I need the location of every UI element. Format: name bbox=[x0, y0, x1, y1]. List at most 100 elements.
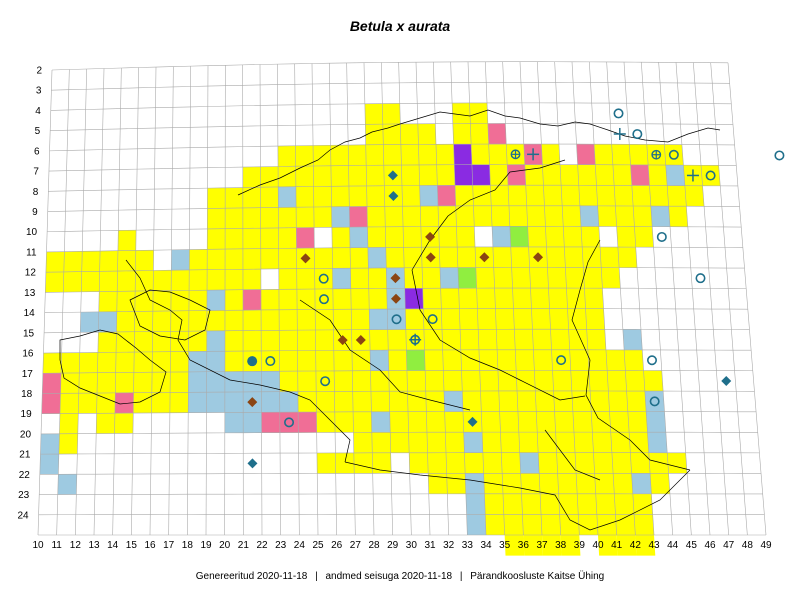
grid-cell-yellow bbox=[608, 391, 628, 412]
grid-cell-yellow bbox=[297, 329, 316, 351]
grid-cell-yellow bbox=[225, 207, 243, 229]
grid-cell-yellow bbox=[521, 493, 542, 515]
grid-cell-light-blue bbox=[332, 268, 351, 289]
grid-cell-yellow bbox=[207, 187, 226, 209]
grid-cell-yellow bbox=[97, 352, 117, 373]
grid-cell-yellow bbox=[152, 290, 172, 312]
marker-circle-cross bbox=[651, 149, 662, 160]
grid-cell-yellow bbox=[401, 185, 421, 207]
column-label: 33 bbox=[462, 540, 474, 551]
grid-cell-yellow bbox=[133, 372, 153, 393]
grid-cell-yellow bbox=[578, 514, 598, 535]
grid-cell-yellow bbox=[261, 330, 280, 351]
row-label: 24 bbox=[17, 510, 29, 521]
grid-cell-yellow bbox=[503, 514, 524, 535]
grid-cell-yellow bbox=[78, 372, 98, 394]
marker-circle bbox=[320, 376, 331, 387]
grid-cell-yellow bbox=[543, 185, 563, 206]
grid-cell-yellow bbox=[548, 288, 568, 309]
grid-cell-yellow bbox=[98, 291, 118, 312]
grid-cell-yellow bbox=[314, 268, 333, 289]
grid-cell-yellow bbox=[402, 206, 421, 227]
grid-cell-yellow bbox=[297, 370, 317, 392]
grid-cell-yellow bbox=[510, 246, 530, 268]
grid-cell-yellow bbox=[332, 288, 352, 310]
grid-cell-yellow bbox=[206, 310, 225, 331]
grid-cell-yellow bbox=[631, 185, 651, 207]
grid-cell-yellow bbox=[278, 207, 297, 228]
grid-line-horizontal bbox=[43, 349, 752, 354]
marker-circle bbox=[668, 149, 679, 160]
grid-cell-light-blue bbox=[331, 206, 350, 228]
grid-cell-yellow bbox=[565, 267, 585, 289]
grid-cell-yellow bbox=[242, 228, 261, 249]
grid-line-vertical bbox=[224, 65, 226, 536]
inland-boundary-2 bbox=[411, 269, 586, 401]
marker-diamond-blue bbox=[247, 458, 258, 469]
map-title: Betula x aurata bbox=[349, 18, 451, 34]
grid-cell-yellow bbox=[333, 350, 353, 371]
column-label: 29 bbox=[387, 540, 399, 551]
grid-cell-yellow bbox=[389, 411, 409, 433]
grid-cell-yellow bbox=[408, 411, 427, 433]
grid-cell-yellow bbox=[417, 123, 436, 145]
grid-cell-light-blue bbox=[440, 267, 459, 289]
grid-cell-light-blue bbox=[579, 205, 599, 227]
grid-line-vertical bbox=[398, 62, 412, 536]
marker-diamond-brown bbox=[425, 231, 436, 242]
grid-cell-yellow bbox=[629, 432, 649, 453]
row-label: 10 bbox=[26, 227, 38, 238]
grid-line-horizontal bbox=[39, 472, 762, 475]
grid-cell-yellow bbox=[315, 350, 335, 371]
grid-cell-yellow bbox=[613, 473, 633, 494]
grid-cell-yellow bbox=[297, 309, 316, 331]
grid-cell-yellow bbox=[189, 249, 208, 270]
column-label: 14 bbox=[107, 540, 119, 551]
grid-cell-yellow bbox=[278, 227, 297, 249]
column-label: 16 bbox=[144, 540, 156, 551]
grid-cell-light-blue bbox=[369, 309, 388, 330]
marker-diamond-brown bbox=[337, 335, 348, 346]
grid-cell-yellow bbox=[626, 391, 647, 412]
grid-line-vertical bbox=[537, 61, 561, 536]
grid-cell-yellow bbox=[370, 391, 390, 412]
grid-cell-yellow bbox=[224, 289, 244, 311]
grid-cell-yellow bbox=[352, 391, 372, 412]
grid-cell-yellow bbox=[561, 185, 580, 206]
grid-cell-yellow bbox=[577, 164, 597, 186]
column-label: 20 bbox=[219, 540, 231, 551]
grid-cell-yellow bbox=[406, 370, 426, 392]
grid-line-vertical bbox=[415, 62, 431, 536]
grid-line-vertical bbox=[75, 68, 87, 536]
grid-cell-yellow bbox=[63, 271, 82, 293]
grid-cell-yellow bbox=[478, 329, 498, 350]
grid-cell-yellow bbox=[436, 164, 456, 186]
grid-cell-yellow bbox=[563, 226, 583, 247]
column-label: 41 bbox=[611, 540, 623, 551]
grid-cell-yellow bbox=[502, 493, 523, 515]
grid-cell-light-blue bbox=[206, 330, 225, 352]
grid-cell-light-blue bbox=[206, 289, 226, 311]
grid-cell-pink bbox=[630, 164, 650, 186]
grid-cell-yellow bbox=[151, 392, 171, 413]
grid-cell-yellow bbox=[350, 247, 369, 269]
grid-cell-yellow bbox=[60, 372, 80, 394]
grid-cell-yellow bbox=[315, 309, 334, 330]
grid-line-vertical bbox=[168, 66, 174, 536]
grid-cell-yellow bbox=[260, 248, 279, 270]
grid-line-vertical bbox=[433, 62, 449, 536]
grid-cell-yellow bbox=[497, 370, 518, 391]
grid-cell-yellow bbox=[315, 370, 335, 392]
grid-cell-yellow bbox=[516, 370, 536, 391]
grid-cell-yellow bbox=[594, 473, 615, 494]
grid-cell-light-blue bbox=[57, 474, 77, 495]
grid-cell-yellow bbox=[470, 123, 489, 145]
column-label: 19 bbox=[200, 540, 212, 551]
grid-cell-yellow bbox=[538, 452, 558, 474]
marker-diamond-blue bbox=[387, 170, 398, 181]
grid-cell-yellow bbox=[314, 288, 334, 310]
grid-cell-light-blue bbox=[631, 473, 652, 494]
grid-cell-light-blue bbox=[519, 452, 540, 474]
column-label: 46 bbox=[704, 540, 716, 551]
grid-cell-yellow bbox=[569, 349, 589, 371]
